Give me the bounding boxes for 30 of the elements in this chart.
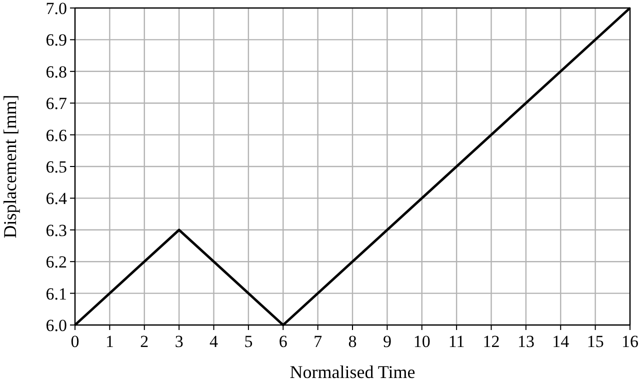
x-tick-label: 14 [552,332,570,351]
x-tick-label: 6 [278,332,288,351]
x-axis-title: Normalised Time [290,362,416,382]
y-tick-label: 6.0 [46,316,67,335]
x-tick-label: 5 [244,332,253,351]
x-tick-label: 4 [210,332,218,351]
y-tick-label: 6.1 [46,284,67,304]
y-axis-title: Displacement [mm] [0,94,20,238]
y-tick-label: 6.8 [46,62,67,82]
x-tick-label: 3 [174,332,184,351]
y-tick-label: 6.7 [46,94,68,114]
x-tick-label: 2 [140,332,149,351]
y-tick-label: 6.5 [46,157,67,176]
x-tick-label: 12 [482,332,500,351]
y-tick-label: 6.6 [46,126,67,145]
x-tick-label: 7 [314,332,323,351]
x-tick-label: 1 [105,332,114,351]
y-tick-label: 6.9 [46,30,67,50]
x-tick-label: 11 [448,332,465,351]
y-tick-label: 6.2 [46,252,67,272]
x-tick-label: 16 [622,332,638,351]
y-tick-label: 6.3 [46,220,67,240]
x-tick-label: 15 [586,332,604,351]
x-tick-label: 13 [517,332,534,351]
y-tick-label: 7.0 [46,0,67,18]
x-tick-label: 9 [382,332,392,351]
x-tick-label: 8 [348,332,357,351]
y-tick-label: 6.4 [46,189,68,208]
x-tick-label: 10 [413,332,430,351]
x-tick-label: 0 [70,332,80,351]
